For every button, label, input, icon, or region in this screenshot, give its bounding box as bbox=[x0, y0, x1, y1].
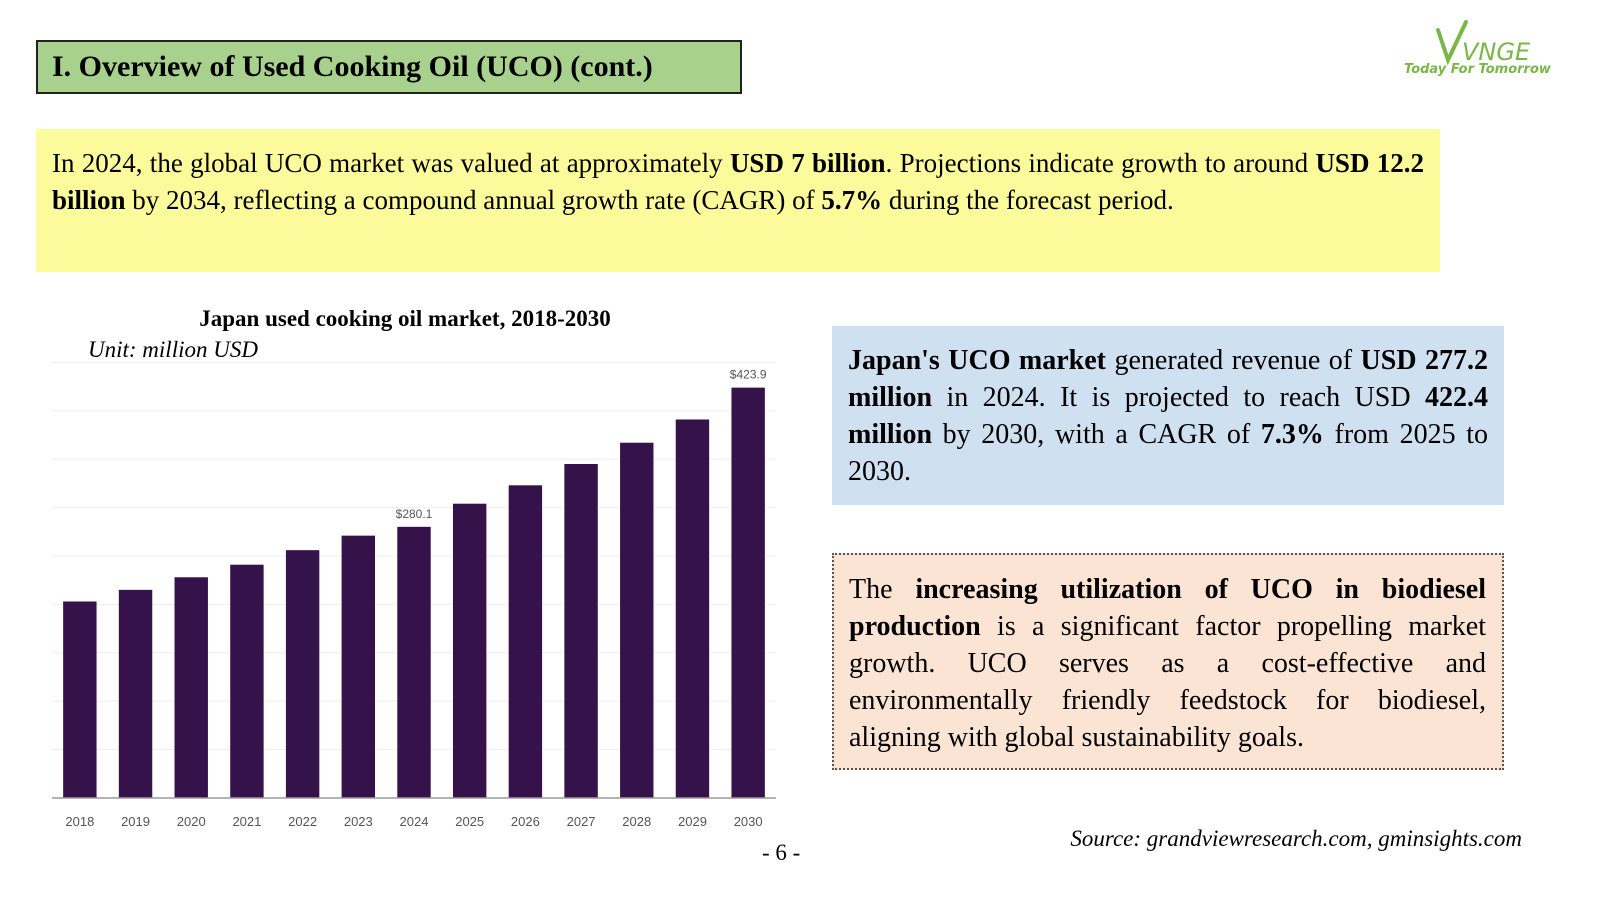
data-label-2030: $423.9 bbox=[730, 368, 767, 382]
x-tick-label: 2025 bbox=[455, 814, 484, 829]
global-market-summary: In 2024, the global UCO market was value… bbox=[36, 129, 1440, 272]
bar-2027 bbox=[564, 464, 598, 798]
bar-2024 bbox=[397, 526, 431, 798]
x-tick-label: 2024 bbox=[400, 814, 429, 829]
x-tick-label: 2019 bbox=[121, 814, 150, 829]
chart-title: Japan used cooking oil market, 2018-2030 bbox=[199, 306, 611, 331]
market-driver-note: The increasing utilization of UCO in bio… bbox=[832, 553, 1504, 770]
bar-2021 bbox=[230, 564, 264, 798]
x-tick-label: 2018 bbox=[65, 814, 94, 829]
japan-text: in 2024. It is projected to reach USD bbox=[932, 382, 1425, 413]
chart-unit-label: Unit: million USD bbox=[88, 337, 258, 362]
japan-market-summary: Japan's UCO market generated revenue of … bbox=[832, 326, 1504, 505]
bar-2023 bbox=[341, 535, 376, 798]
bar-2029 bbox=[675, 419, 710, 798]
x-tick-label: 2026 bbox=[511, 814, 540, 829]
x-tick-label: 2020 bbox=[177, 814, 206, 829]
japan-text: by 2030, with a CAGR of bbox=[932, 419, 1261, 450]
slide-title-text: I. Overview of Used Cooking Oil (UCO) (c… bbox=[52, 50, 653, 83]
intro-text: . Projections indicate growth to around bbox=[885, 148, 1316, 178]
japan-uco-bar-chart: 2018 2019 2020 2021 2022 2023 2024 2025 2026 2027… bbox=[52, 361, 776, 829]
intro-text: by 2034, reflecting a compound annual gr… bbox=[125, 185, 822, 215]
vnge-logo: VNGE bbox=[1436, 20, 1531, 66]
logo-tagline: Today For Tomorrow bbox=[1404, 62, 1551, 77]
page-number: - 6 - bbox=[762, 840, 801, 865]
intro-highlight: USD 7 billion bbox=[729, 148, 886, 178]
x-tick-label: 2029 bbox=[678, 814, 707, 829]
bar-2019 bbox=[118, 589, 153, 798]
bar-2025 bbox=[452, 503, 487, 798]
japan-highlight: USD 277.2 million bbox=[848, 345, 1489, 413]
bar-2030 bbox=[731, 387, 765, 798]
slide-title: I. Overview of Used Cooking Oil (UCO) (c… bbox=[36, 40, 742, 94]
source-citation: Source: grandviewresearch.com, gminsight… bbox=[1070, 826, 1522, 851]
bar-2020 bbox=[174, 577, 208, 798]
intro-highlight: USD 12.2 billion bbox=[52, 148, 1424, 215]
x-tick-label: 2021 bbox=[232, 814, 261, 829]
driver-text: is a significant factor propelling marke… bbox=[849, 611, 1486, 753]
japan-text: from 2025 to 2030. bbox=[848, 419, 1488, 487]
japan-highlight: Japan's UCO market bbox=[848, 345, 1107, 376]
data-label-2024: $280.1 bbox=[396, 507, 433, 521]
x-tick-label: 2022 bbox=[288, 814, 317, 829]
x-tick-label: 2027 bbox=[567, 814, 596, 829]
intro-text: In 2024, the global UCO market was value… bbox=[52, 148, 730, 178]
x-tick-label: 2030 bbox=[734, 814, 763, 829]
bar-2028 bbox=[620, 442, 654, 798]
intro-highlight: 5.7% bbox=[821, 185, 883, 215]
intro-text: during the forecast period. bbox=[882, 185, 1174, 215]
x-tick-label: 2028 bbox=[622, 814, 651, 829]
japan-text: generated revenue of bbox=[1106, 345, 1361, 376]
driver-highlight: increasing utilization of UCO in biodies… bbox=[849, 574, 1486, 642]
x-tick-label: 2023 bbox=[344, 814, 373, 829]
japan-highlight: 7.3% bbox=[1260, 419, 1324, 450]
bar-2018 bbox=[63, 601, 97, 798]
driver-text: The bbox=[849, 574, 916, 605]
bar-2022 bbox=[285, 550, 320, 798]
logo-wordmark: VNGE bbox=[1462, 38, 1531, 66]
bar-2026 bbox=[508, 485, 543, 798]
japan-highlight: 422.4 million bbox=[848, 382, 1488, 450]
